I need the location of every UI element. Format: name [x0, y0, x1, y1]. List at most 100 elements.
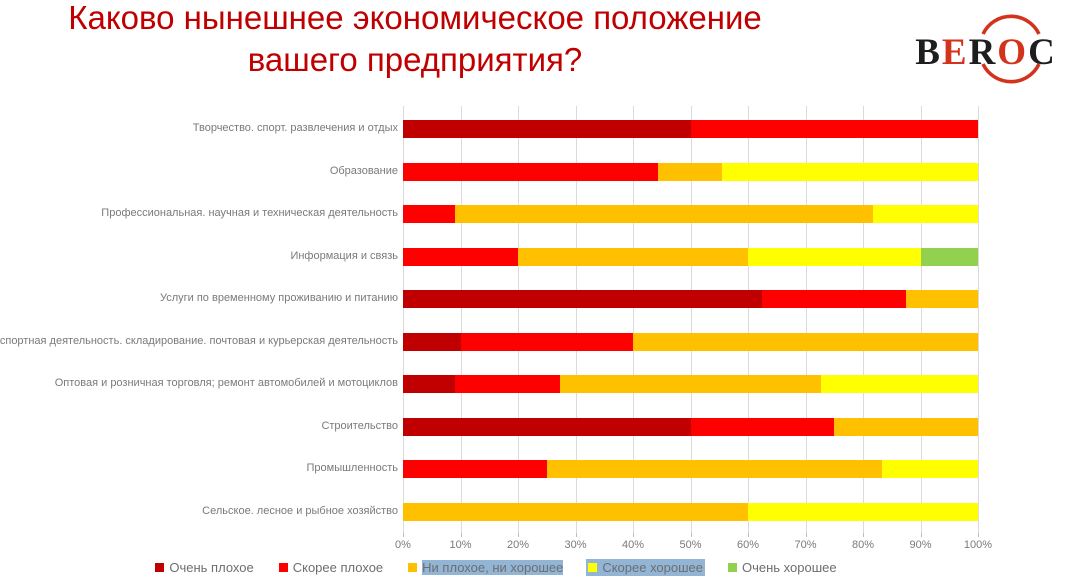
category-label: Промышленность — [306, 462, 398, 474]
bar-row — [403, 375, 978, 393]
title-line-1: Каково нынешнее экономическое положение — [68, 0, 762, 36]
gridline — [863, 106, 864, 533]
title-line-2: вашего предприятия? — [247, 41, 583, 78]
legend-item: Очень плохое — [153, 559, 255, 576]
bar-segment — [722, 162, 978, 181]
bar-row — [403, 502, 978, 521]
bar-segment — [834, 417, 978, 436]
bar-segment — [690, 120, 978, 138]
logo-letter-o: O — [997, 31, 1029, 73]
bar-segment — [403, 460, 547, 478]
x-axis-label: 100% — [963, 539, 993, 551]
axis-tick — [978, 533, 979, 537]
bar-segment — [633, 332, 978, 351]
bar-row — [403, 417, 978, 436]
axis-tick — [805, 533, 807, 537]
axis-tick — [575, 533, 577, 537]
logo-letter-c: C — [1028, 31, 1057, 73]
category-label: Оптовая и розничная торговля; ремонт авт… — [54, 377, 398, 389]
legend-swatch-icon — [728, 563, 737, 572]
category-label: Творчество. спорт. развлечения и отдых — [192, 122, 398, 134]
logo-letter-r: R — [968, 31, 998, 73]
gridline — [920, 106, 922, 533]
bar-segment — [455, 205, 874, 223]
logo-orbit-arcs-icon — [981, 14, 1042, 84]
legend-label: Ни плохое, ни хорошее — [422, 560, 564, 575]
x-axis-label: 80% — [851, 539, 875, 551]
legend-label: Очень плохое — [169, 560, 254, 575]
legend-item: Очень хорошее — [726, 559, 839, 576]
bar-segment — [403, 290, 763, 308]
axis-tick — [403, 533, 404, 537]
bar-segment — [559, 375, 821, 393]
legend-swatch-icon — [155, 563, 165, 572]
axis-tick — [920, 533, 922, 537]
bar-segment — [690, 417, 835, 436]
axis-tick — [690, 533, 692, 537]
category-label: Информация и связь — [290, 249, 398, 262]
category-label: Профессиональная. научная и техническая … — [101, 207, 398, 219]
bar-segment — [821, 375, 978, 393]
bar-segment — [403, 120, 691, 138]
bar-row — [403, 205, 978, 223]
bar-segment — [873, 205, 978, 223]
gridline — [690, 106, 692, 533]
bar-segment — [403, 502, 748, 521]
bar-segment — [403, 332, 461, 351]
bar-segment — [403, 162, 659, 181]
category-label: Услуги по временному проживанию и питани… — [159, 292, 398, 304]
axis-tick — [748, 533, 749, 537]
axis-tick — [863, 533, 864, 537]
x-axis-label: 50% — [679, 539, 702, 551]
x-axis-label: 90% — [909, 539, 932, 551]
legend-label: Очень хорошее — [742, 560, 837, 575]
legend-swatch-icon — [588, 563, 598, 572]
page-title: Каково нынешнее экономическое положение … — [0, 0, 830, 81]
bar-segment — [546, 460, 882, 478]
gridline — [633, 106, 634, 533]
bar-segment — [881, 460, 978, 478]
legend-swatch-icon — [408, 563, 418, 572]
bar-row — [403, 120, 978, 138]
x-axis-label: 20% — [506, 539, 530, 551]
bar-segment — [762, 290, 907, 308]
x-axis-label: 0% — [395, 539, 411, 551]
bar-segment — [403, 375, 456, 393]
bar-segment — [658, 162, 723, 181]
bar-row — [403, 290, 978, 308]
gridline — [748, 106, 749, 533]
category-label: Образование — [329, 164, 398, 177]
category-label: спортная деятельность. складирование. по… — [0, 334, 398, 347]
axis-tick — [518, 533, 519, 537]
gridline — [805, 106, 807, 533]
bar-segment — [455, 375, 560, 393]
legend-label: Скорее плохое — [292, 560, 384, 575]
chart-legend: Очень плохое Скорее плохое Ни плохое, ни х… — [0, 559, 992, 576]
legend-item: Ни плохое, ни хорошее — [406, 559, 565, 576]
x-axis-label: 70% — [794, 539, 817, 551]
legend-swatch-icon — [278, 563, 288, 572]
bar-row — [403, 247, 978, 266]
x-axis-label: 60% — [736, 539, 760, 551]
bar-segment — [460, 332, 633, 351]
gridline — [460, 106, 462, 533]
logo-letter-b: B — [915, 31, 942, 73]
axis-tick — [460, 533, 462, 537]
bar-segment — [403, 247, 518, 266]
bar-segment — [748, 502, 978, 521]
legend-item: Скорее хорошее — [586, 559, 705, 576]
bar-row — [403, 162, 978, 181]
legend-label: Скорее хорошее — [602, 560, 703, 575]
gridline — [978, 106, 979, 533]
bar-segment — [920, 247, 978, 266]
bar-row — [403, 332, 978, 351]
bar-segment — [748, 247, 921, 266]
bar-segment — [403, 417, 691, 436]
bar-segment — [906, 290, 978, 308]
bar-row — [403, 460, 978, 478]
gridline — [575, 106, 577, 533]
x-axis-label: 10% — [449, 539, 472, 551]
logo-letter-e: E — [941, 31, 969, 73]
